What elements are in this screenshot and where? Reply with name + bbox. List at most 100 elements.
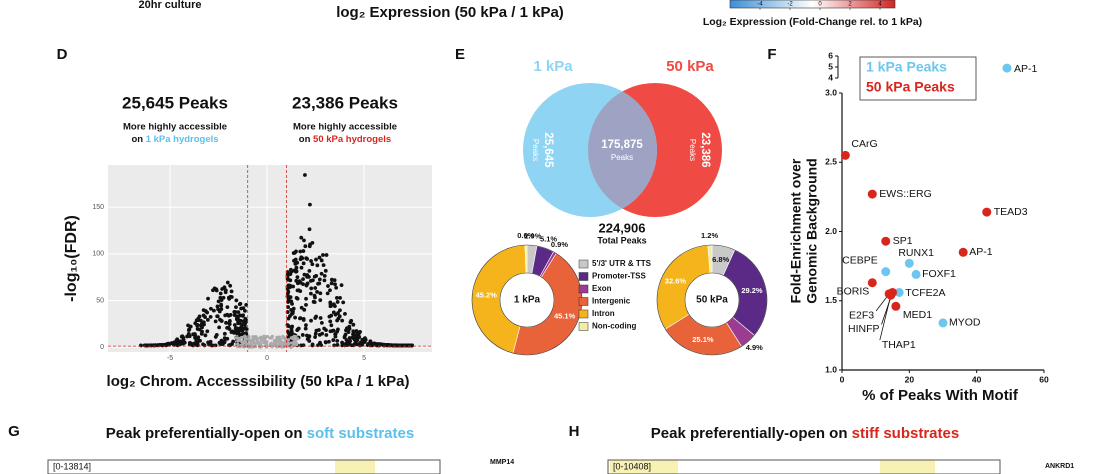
point-label: E2F3: [849, 310, 874, 322]
note-highlight: 1 kPa hydrogels: [146, 134, 219, 145]
point: [201, 342, 205, 347]
point: [310, 278, 315, 283]
point: [328, 288, 332, 293]
donut-center-label: 50 kPa: [696, 295, 728, 306]
point: [982, 207, 992, 217]
point: [205, 329, 210, 334]
point: [322, 278, 327, 283]
point: [891, 301, 901, 311]
point: [227, 322, 232, 326]
point: [309, 259, 313, 263]
point: [286, 331, 291, 335]
legend-swatch: [578, 297, 589, 306]
point: [409, 343, 414, 348]
point: [301, 249, 306, 253]
point: [304, 323, 308, 328]
point: [289, 269, 294, 274]
point: [317, 255, 322, 260]
y-tick-label: 1.0: [825, 364, 837, 374]
point: [305, 257, 310, 261]
plot-background: [108, 165, 432, 352]
point: [237, 302, 242, 307]
slice-label: 0.9%: [551, 240, 568, 249]
point: [235, 314, 239, 319]
point: [317, 341, 322, 346]
point: [222, 336, 227, 340]
point: [339, 283, 344, 288]
point: [338, 296, 342, 300]
slice-label: 4.9%: [746, 343, 763, 352]
point: [219, 319, 224, 323]
point-label: RUNX1: [898, 247, 934, 259]
point: [268, 342, 272, 347]
point: [205, 310, 210, 315]
point: [178, 340, 182, 344]
point: [185, 334, 189, 339]
point: [350, 335, 355, 340]
point: [358, 340, 363, 345]
legend-label: 50 kPa Peaks: [866, 79, 955, 95]
slice-label: 45.1%: [554, 311, 576, 320]
point: [259, 338, 263, 342]
point: [319, 320, 324, 325]
point: [318, 316, 323, 320]
point: [338, 308, 342, 313]
point: [304, 303, 308, 307]
point: [318, 291, 323, 296]
set-label: 1 kPa: [533, 58, 573, 75]
set-label: 50 kPa: [666, 58, 714, 75]
point: [274, 340, 279, 345]
point: [294, 269, 299, 274]
donut-hole: [684, 272, 740, 328]
point: [332, 343, 337, 348]
point: [298, 249, 303, 254]
point-label: MYOD: [949, 317, 981, 329]
point: [336, 311, 340, 315]
point: [242, 339, 246, 343]
colorbar-tick-label: 2: [848, 2, 852, 8]
legend-swatch: [578, 259, 589, 269]
point-label: TCFE2A: [905, 287, 945, 299]
legend-label: Intron: [592, 309, 615, 318]
point: [286, 294, 291, 299]
point-label: HINFP: [848, 323, 880, 335]
legend-swatch: [578, 322, 589, 331]
point: [331, 310, 336, 315]
x-tick-label: 60: [1039, 374, 1049, 384]
point: [191, 343, 196, 348]
point: [328, 304, 333, 309]
point: [336, 327, 340, 332]
point: [227, 343, 231, 348]
panel-title: Peak preferentially-open on soft substra…: [106, 425, 414, 442]
point: [305, 274, 310, 279]
point: [309, 286, 314, 291]
point: [1002, 63, 1012, 73]
point: [335, 300, 340, 304]
point: [312, 274, 317, 279]
point: [312, 293, 317, 298]
point: [368, 339, 373, 344]
point: [311, 299, 316, 304]
point: [378, 342, 383, 347]
point: [243, 308, 247, 313]
highlight-region: [880, 460, 935, 474]
point: [220, 287, 225, 291]
point: [319, 258, 324, 263]
point: [139, 343, 143, 348]
header-title: log₂ Expression (50 kPa / 1 kPa): [336, 4, 564, 21]
title-prefix: Peak preferentially-open on: [106, 425, 307, 442]
point: [343, 311, 347, 316]
point: [904, 258, 914, 268]
point: [282, 344, 286, 349]
point: [310, 240, 315, 245]
track-range: [0-10408]: [613, 461, 651, 471]
point: [251, 337, 255, 341]
point: [265, 345, 269, 349]
point: [322, 273, 327, 278]
point: [148, 343, 153, 348]
point: [272, 339, 276, 343]
point: [239, 325, 244, 330]
slice-label: 6.8%: [712, 255, 729, 264]
point: [248, 342, 252, 346]
